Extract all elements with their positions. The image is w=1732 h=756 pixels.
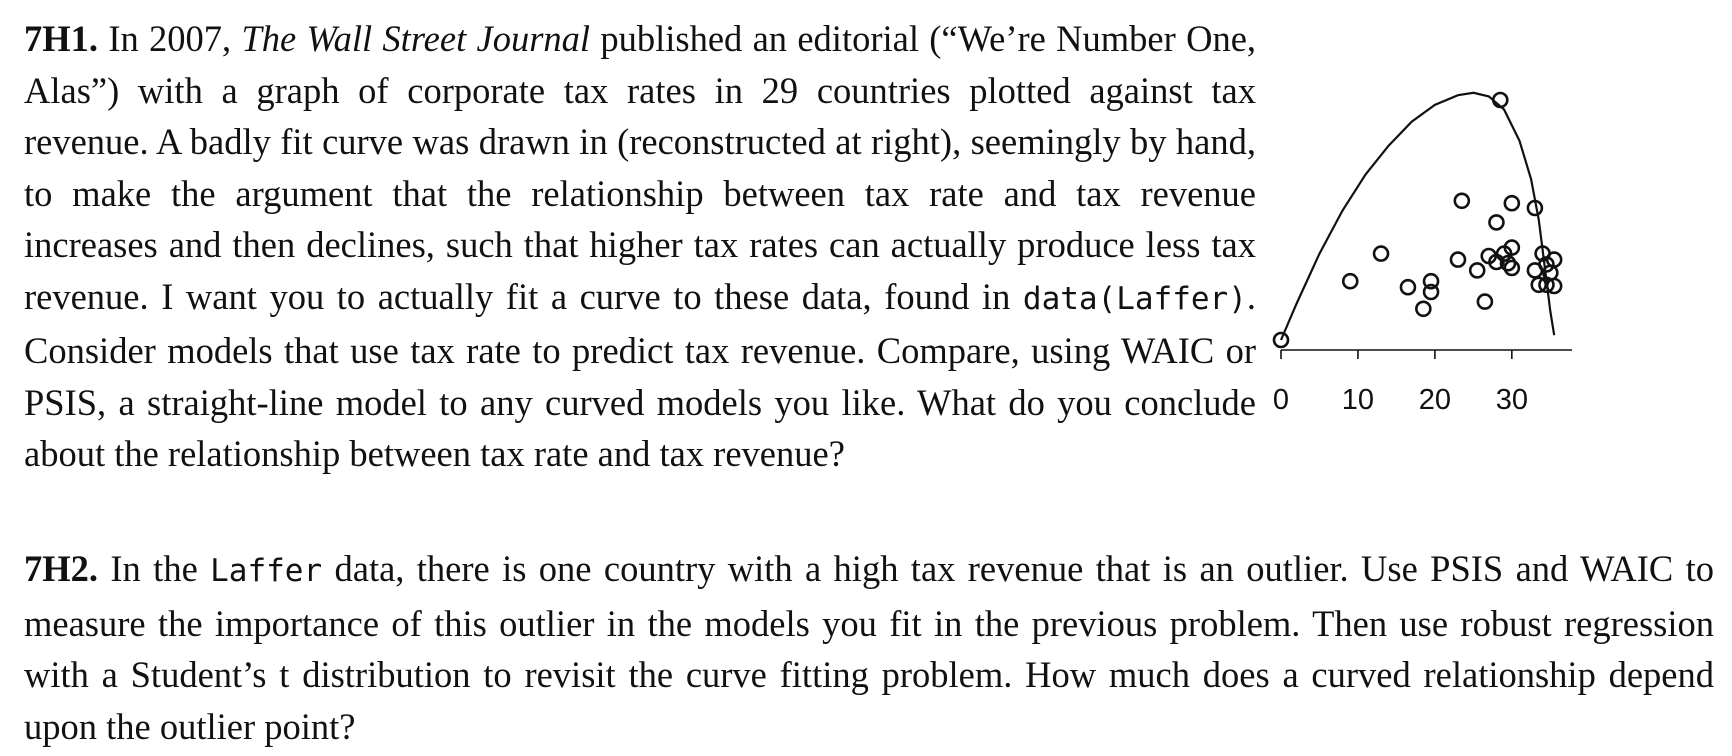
data-point — [1449, 251, 1467, 268]
data-point — [1453, 192, 1471, 210]
data-point — [1468, 262, 1486, 279]
data-point — [1545, 277, 1563, 295]
data-point — [1526, 199, 1544, 217]
data-point — [1503, 194, 1521, 212]
x-tick-label: 0 — [1273, 384, 1289, 416]
problem-text: published an editorial (“We’re Num­ber O… — [24, 18, 1257, 317]
data-point — [1503, 239, 1521, 256]
data-point — [1422, 272, 1440, 290]
data-point — [1272, 331, 1290, 349]
x-tick-label: 20 — [1419, 384, 1451, 416]
problem-number: 7H1. — [24, 18, 99, 59]
data-point — [1372, 245, 1390, 262]
problem-text: data, there is one country with a high t… — [24, 548, 1715, 747]
x-tick-label: 30 — [1496, 384, 1528, 416]
data-point — [1545, 251, 1563, 268]
data-point — [1530, 276, 1548, 294]
hand-drawn-curve-layer — [1279, 91, 1556, 341]
data-point — [1488, 214, 1505, 231]
data-point — [1476, 293, 1494, 310]
data-point — [1491, 91, 1509, 109]
inline-code: data(Laffer) — [1022, 280, 1247, 317]
data-points-layer — [1272, 91, 1563, 349]
plot-axes: 05100102030 — [1273, 349, 1572, 416]
problem-text: In 2007, — [108, 18, 242, 59]
data-point — [1503, 259, 1521, 277]
problem-7h1: 7H1. In 2007, The Wall Street Journal pu… — [24, 13, 1256, 480]
problem-text: In the — [110, 548, 211, 589]
inline-code: Laffer — [210, 553, 323, 589]
problem-text: . Consider models that use tax rate to p… — [24, 275, 1256, 475]
problem-7h2: 7H2. In the Laffer data, there is one co… — [24, 543, 1714, 752]
data-point — [1341, 272, 1359, 290]
problem-number: 7H2. — [24, 548, 99, 589]
x-tick-label: 10 — [1342, 384, 1374, 416]
laffer-curve-line — [1279, 91, 1556, 341]
data-point — [1422, 283, 1440, 301]
data-point — [1399, 278, 1417, 296]
publication-title: The Wall Street Journal — [241, 18, 591, 59]
data-point — [1415, 300, 1432, 318]
laffer-scatter-plot: 05100102030 — [1272, 91, 1572, 416]
